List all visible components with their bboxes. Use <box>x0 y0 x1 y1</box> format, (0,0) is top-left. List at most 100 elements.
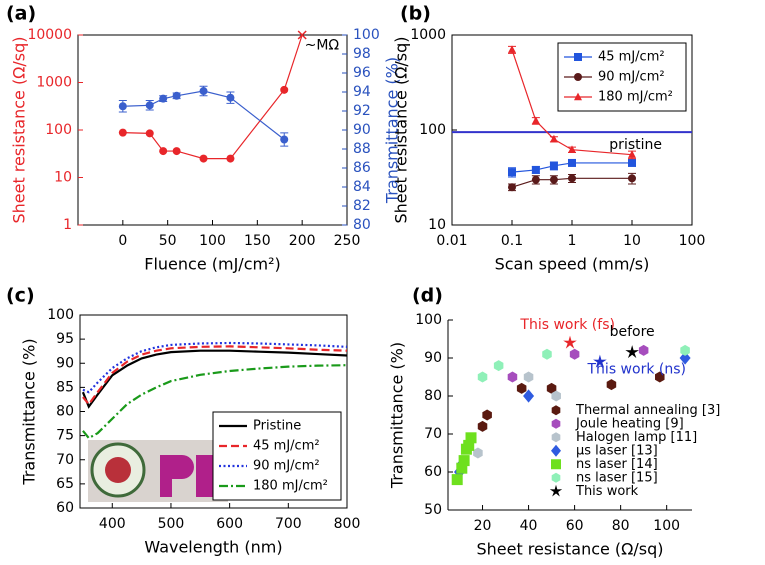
x-axis-label: Sheet resistance (Ω/sq) <box>476 540 663 559</box>
legend-marker <box>574 92 582 101</box>
legend-label: Pristine <box>253 419 301 434</box>
annotation: ~MΩ <box>305 38 340 54</box>
marker <box>280 135 289 144</box>
marker <box>477 420 488 432</box>
legend-label: μs laser [13] <box>576 443 658 458</box>
y-tick-label: 100 <box>47 307 74 323</box>
panel: (b) 0.01 0.1 1 10 100 10 100 1000 Scan speed (mm/… <box>392 3 706 274</box>
y-tick-label: 1 <box>63 217 72 233</box>
x-tick-label: 500 <box>158 516 185 532</box>
photo-seal-center <box>105 457 131 483</box>
legend-label: This work <box>575 484 639 499</box>
x-tick-label: 20 <box>474 518 492 534</box>
legend-label: 180 mJ/cm² <box>253 479 328 494</box>
marker <box>226 93 235 102</box>
y2-tick-label: 96 <box>353 65 371 81</box>
marker <box>551 390 561 402</box>
panel: (a) 0 50 100 150 200 250 1 10 100 1000 10000 80 82 84 8… <box>6 3 402 274</box>
y2-tick-label: 94 <box>353 84 371 100</box>
y-tick-label: 70 <box>56 452 74 468</box>
y2-tick-label: 90 <box>353 122 371 138</box>
marker <box>628 174 636 183</box>
legend-label: Thermal annealing [3] <box>575 403 720 418</box>
y2-tick-label: 88 <box>353 141 371 157</box>
marker <box>549 134 558 143</box>
y-axis-label: Sheet resistance (Ω/sq) <box>10 36 29 223</box>
y-tick-label: 65 <box>56 476 74 492</box>
y-tick-label: 50 <box>424 502 442 518</box>
marker <box>458 455 470 467</box>
x-tick-label: 0.1 <box>501 233 523 249</box>
x-tick-label: 800 <box>334 516 361 532</box>
marker <box>542 348 552 360</box>
marker <box>159 94 168 103</box>
legend-label: ns laser [15] <box>576 470 658 485</box>
marker <box>523 389 535 403</box>
marker <box>145 129 154 138</box>
legend-marker <box>549 484 563 497</box>
marker <box>549 175 558 184</box>
marker <box>531 165 540 174</box>
panel: (d) 20 40 60 80 100 50 60 70 80 90 100 Sheet resista… <box>388 285 721 559</box>
marker <box>568 174 576 183</box>
y-axis-label: Sheet resistance (Ω/sq) <box>392 36 411 223</box>
series-line <box>122 34 303 160</box>
x-tick-label: 100 <box>653 518 680 534</box>
marker <box>531 116 540 124</box>
photo-logo <box>160 455 222 497</box>
legend-label: 45 mJ/cm² <box>253 439 320 454</box>
x-tick-label: 1 <box>568 233 577 249</box>
y-tick-label: 85 <box>56 379 74 395</box>
panel-label: (b) <box>400 3 431 25</box>
legend-label: 90 mJ/cm² <box>598 70 665 85</box>
marker <box>593 354 607 368</box>
panel-label: (d) <box>412 285 443 307</box>
y-axis-label: Transmittance (%) <box>20 338 39 485</box>
y-axis-label: Transmittance (%) <box>388 342 407 489</box>
annotation: This work (fs) <box>519 317 615 333</box>
y2-tick-label: 80 <box>353 217 371 233</box>
marker <box>568 145 576 153</box>
marker <box>482 409 492 421</box>
plot-frame <box>77 34 348 226</box>
marker <box>549 161 558 170</box>
marker <box>118 102 127 111</box>
y-tick-label: 60 <box>56 500 74 516</box>
marker <box>568 158 576 167</box>
y-tick-label: 100 <box>419 122 446 138</box>
marker <box>159 147 168 156</box>
marker <box>628 150 636 158</box>
marker <box>507 371 518 383</box>
legend-marker <box>551 432 561 443</box>
y-tick-label: 80 <box>424 388 442 404</box>
x-tick-label: 0.01 <box>436 233 467 249</box>
panel: (c) 400 500 600 700 800 60 65 70 75 80 85 90 95 100 Wav… <box>6 285 360 557</box>
marker <box>473 447 483 459</box>
marker <box>508 168 516 177</box>
inset-photo <box>88 440 228 502</box>
y2-axis-label: Transmittance (%) <box>383 57 402 204</box>
x-axis-label: Fluence (mJ/cm²) <box>144 255 280 274</box>
y-tick-label: 100 <box>45 122 72 138</box>
y-tick-label: 1000 <box>36 75 72 91</box>
series-line <box>82 364 348 440</box>
x-tick-label: 10 <box>623 233 641 249</box>
x-tick-label: 0 <box>118 233 127 249</box>
legend-label: 45 mJ/cm² <box>598 50 665 65</box>
x-tick-label: 150 <box>244 233 271 249</box>
marker <box>516 382 527 394</box>
y-tick-label: 10 <box>54 170 72 186</box>
marker <box>199 87 208 96</box>
annotation: before <box>610 324 655 340</box>
legend-marker <box>551 459 561 470</box>
reference-label: pristine <box>609 137 662 153</box>
x-axis-label: Wavelength (nm) <box>144 538 282 557</box>
annotation: This work (ns) <box>587 361 686 377</box>
legend-marker <box>574 73 582 81</box>
marker <box>172 91 181 100</box>
y2-tick-label: 98 <box>353 46 371 62</box>
marker <box>508 183 516 192</box>
y-tick-label: 70 <box>424 426 442 442</box>
y-tick-label: 100 <box>415 312 442 328</box>
